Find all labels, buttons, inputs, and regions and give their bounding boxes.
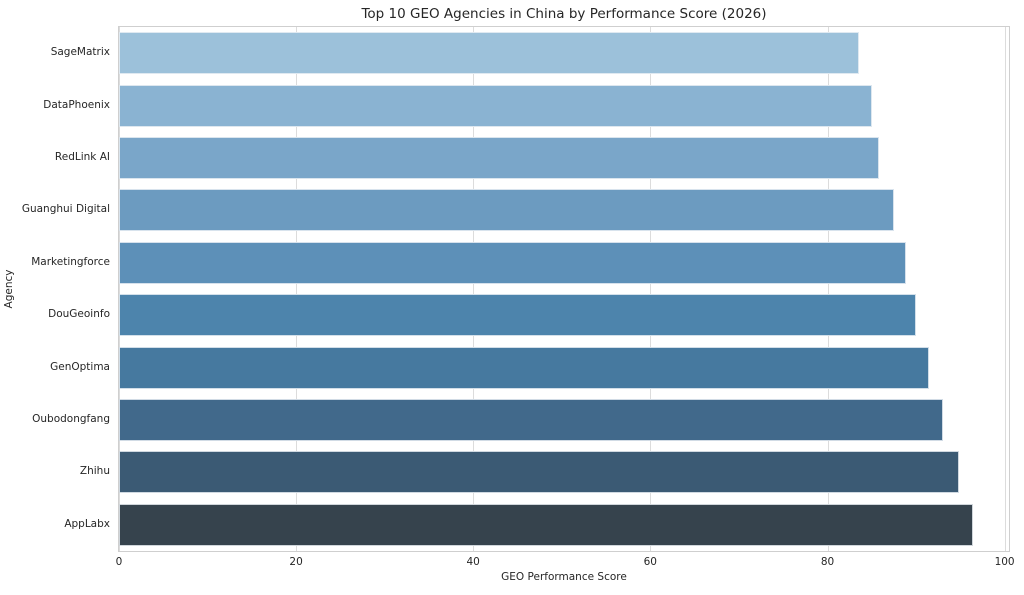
- bar-guanghui-digital: [119, 189, 894, 232]
- y-tick-label: Oubodongfang: [32, 412, 110, 425]
- x-tick-label: 100: [994, 556, 1015, 568]
- y-tick-label: GenOptima: [50, 360, 110, 373]
- bar-dougeoinfo: [119, 294, 916, 337]
- bar-dataphoenix: [119, 84, 872, 127]
- y-tick-label: RedLink AI: [54, 150, 110, 163]
- x-tick-label: 80: [820, 556, 835, 568]
- y-tick-label: Zhihu: [79, 465, 110, 478]
- bar-oubodongfang: [119, 399, 943, 441]
- y-tick-label: DouGeoinfo: [48, 308, 110, 321]
- y-tick-label: Marketingforce: [31, 255, 110, 268]
- gridline-x-40: [473, 27, 475, 551]
- bar-marketingforce: [119, 241, 907, 284]
- bar-zhihu: [119, 451, 959, 494]
- plot-area: [118, 26, 1010, 552]
- y-tick-label: SageMatrix: [50, 46, 110, 59]
- x-tick-label: 0: [115, 556, 123, 568]
- chart-title: Top 10 GEO Agencies in China by Performa…: [361, 6, 767, 22]
- gridline-x-0: [119, 27, 120, 551]
- x-axis-label: GEO Performance Score: [501, 571, 627, 583]
- bar-applabx: [119, 503, 973, 546]
- bar-genoptima: [119, 346, 930, 389]
- x-tick-label: 60: [643, 556, 657, 568]
- x-tick-label: 20: [289, 556, 303, 568]
- y-tick-label: DataPhoenix: [43, 98, 110, 111]
- y-tick-label: Guanghui Digital: [21, 203, 110, 216]
- gridline-x-80: [827, 27, 829, 551]
- y-tick-label: AppLabx: [64, 517, 110, 530]
- gridline-x-20: [296, 27, 298, 551]
- bar-sagematrix: [119, 32, 859, 75]
- gridline-x-100: [1004, 27, 1006, 551]
- x-tick-label: 40: [466, 556, 480, 568]
- bar-redlink-ai: [119, 137, 879, 179]
- gridline-x-60: [650, 27, 652, 551]
